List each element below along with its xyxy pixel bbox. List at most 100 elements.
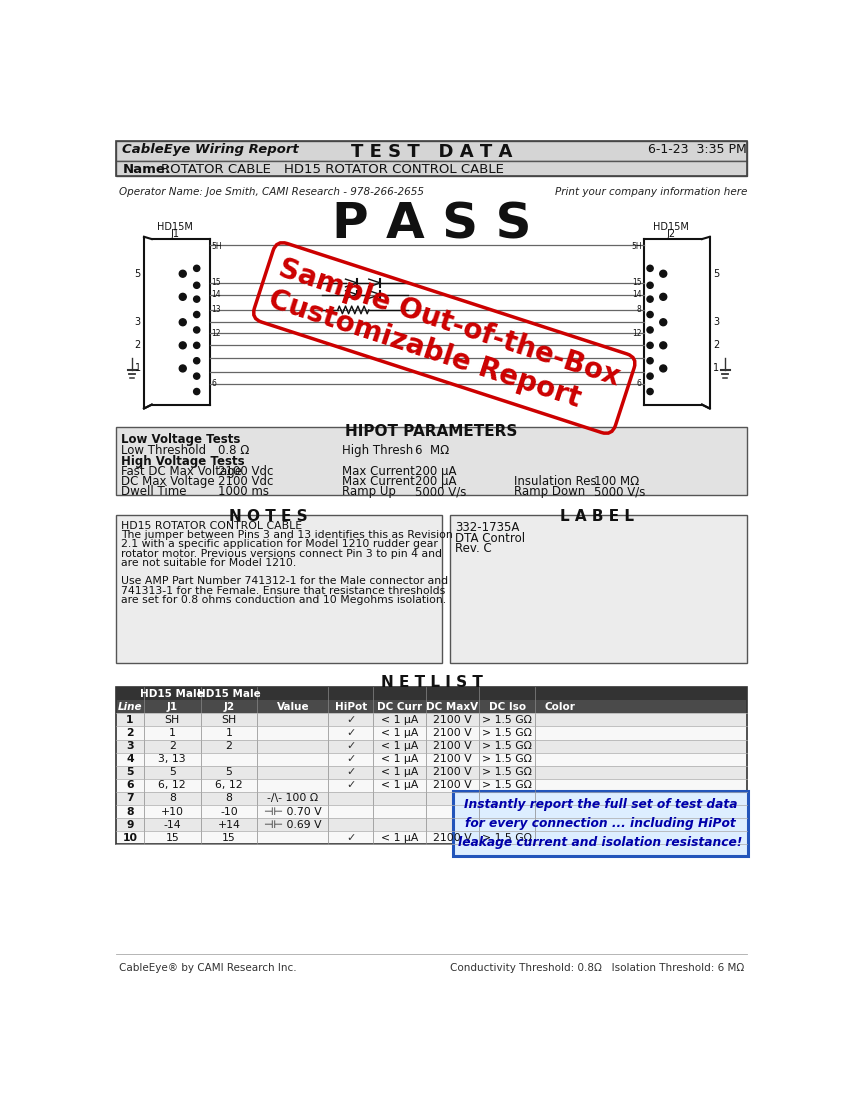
Circle shape: [194, 296, 200, 302]
FancyBboxPatch shape: [116, 140, 747, 161]
Text: > 1.5 GΩ: > 1.5 GΩ: [482, 780, 532, 790]
Text: 5: 5: [135, 269, 141, 279]
FancyBboxPatch shape: [116, 831, 747, 845]
Text: 2: 2: [713, 340, 719, 350]
Text: J1: J1: [167, 702, 178, 712]
Circle shape: [179, 293, 186, 300]
Text: ROTATOR CABLE: ROTATOR CABLE: [161, 163, 271, 176]
Text: 2100 V: 2100 V: [433, 780, 472, 790]
Text: ✓: ✓: [346, 728, 355, 738]
Text: < 1 μA: < 1 μA: [381, 715, 418, 725]
Text: Fast DC Max Voltage: Fast DC Max Voltage: [120, 465, 242, 478]
Text: 100 MΩ: 100 MΩ: [594, 476, 639, 488]
Text: 15: 15: [211, 279, 221, 288]
Circle shape: [194, 265, 200, 271]
Text: ⊣⊢ 0.70 V: ⊣⊢ 0.70 V: [264, 806, 322, 816]
Text: Operator Name: Joe Smith, CAMI Research - 978-266-2655: Operator Name: Joe Smith, CAMI Research …: [120, 187, 424, 197]
Text: 10: 10: [123, 833, 137, 842]
Text: Color: Color: [544, 702, 575, 712]
Text: 7: 7: [126, 793, 134, 803]
Text: > 1.5 GΩ: > 1.5 GΩ: [482, 728, 532, 738]
Circle shape: [660, 341, 667, 349]
FancyBboxPatch shape: [116, 740, 747, 753]
Text: DTA Control: DTA Control: [455, 532, 525, 545]
Circle shape: [660, 365, 667, 372]
Text: 14: 14: [632, 290, 642, 299]
Text: 12: 12: [211, 328, 221, 338]
Text: 6: 6: [637, 380, 642, 388]
Text: 2: 2: [135, 340, 141, 350]
Text: J1: J1: [170, 229, 179, 240]
Text: 5: 5: [713, 269, 719, 279]
Text: > 1.5 GΩ: > 1.5 GΩ: [482, 767, 532, 778]
Text: 2100 V: 2100 V: [433, 728, 472, 738]
Text: Conductivity Threshold: 0.8Ω   Isolation Threshold: 6 MΩ: Conductivity Threshold: 0.8Ω Isolation T…: [450, 963, 743, 973]
Circle shape: [179, 365, 186, 372]
Text: Max Current: Max Current: [342, 476, 414, 488]
Text: Low Threshold: Low Threshold: [120, 444, 206, 457]
Text: HD15M: HD15M: [653, 222, 689, 232]
Text: 200 μA: 200 μA: [415, 476, 456, 488]
Circle shape: [194, 358, 200, 364]
Text: CableEye Wiring Report: CableEye Wiring Report: [122, 143, 299, 155]
Text: 6  MΩ: 6 MΩ: [415, 444, 450, 457]
Text: SH: SH: [165, 715, 180, 725]
Text: HIPOT PARAMETERS: HIPOT PARAMETERS: [345, 423, 518, 439]
Text: 0.8 Ω: 0.8 Ω: [217, 444, 249, 457]
Circle shape: [660, 270, 667, 277]
Text: 2100 V: 2100 V: [433, 741, 472, 752]
Text: 5: 5: [226, 767, 232, 778]
Text: HD15 Male: HD15 Male: [141, 689, 204, 699]
Text: 6, 12: 6, 12: [215, 780, 242, 790]
Text: DC Iso: DC Iso: [488, 702, 525, 712]
Text: > 1.5 GΩ: > 1.5 GΩ: [482, 741, 532, 752]
Text: HD15 ROTATOR CONTROL CABLE: HD15 ROTATOR CONTROL CABLE: [120, 521, 302, 531]
Text: 6, 12: 6, 12: [158, 780, 186, 790]
FancyBboxPatch shape: [116, 779, 747, 792]
Text: < 1 μA: < 1 μA: [381, 833, 418, 842]
Text: 5H: 5H: [631, 242, 642, 251]
Text: L A B E L: L A B E L: [561, 509, 634, 524]
Text: +10: +10: [161, 806, 184, 816]
Text: 2100 V: 2100 V: [433, 754, 472, 765]
Text: DC Max Voltage: DC Max Voltage: [120, 476, 215, 488]
Text: 2100 Vdc: 2100 Vdc: [217, 465, 273, 478]
Text: < 1 μA: < 1 μA: [381, 767, 418, 778]
Text: 2100 V: 2100 V: [433, 715, 472, 725]
Text: 2100 Vdc: 2100 Vdc: [217, 476, 273, 488]
Text: 1: 1: [126, 715, 134, 725]
FancyBboxPatch shape: [116, 766, 747, 779]
Text: 4: 4: [126, 754, 134, 765]
Text: Ramp Down: Ramp Down: [514, 486, 586, 499]
Text: < 1 μA: < 1 μA: [381, 754, 418, 765]
Circle shape: [660, 293, 667, 300]
Text: Low Voltage Tests: Low Voltage Tests: [120, 433, 240, 446]
Text: ✓: ✓: [346, 715, 355, 725]
Text: N E T L I S T: N E T L I S T: [381, 675, 482, 690]
Text: 3: 3: [135, 317, 141, 327]
Text: Dwell Time: Dwell Time: [120, 486, 186, 499]
Text: > 1.5 GΩ: > 1.5 GΩ: [482, 715, 532, 725]
Circle shape: [647, 312, 653, 317]
Circle shape: [194, 282, 200, 289]
Text: 13: 13: [211, 305, 221, 314]
Text: rotator motor. Previous versions connect Pin 3 to pin 4 and: rotator motor. Previous versions connect…: [120, 548, 442, 559]
Circle shape: [647, 388, 653, 395]
Text: 8: 8: [226, 793, 232, 803]
Text: T E S T   D A T A: T E S T D A T A: [351, 143, 512, 161]
Text: High Voltage Tests: High Voltage Tests: [120, 455, 244, 467]
Text: 1: 1: [713, 363, 719, 373]
Text: > 1.5 GΩ: > 1.5 GΩ: [482, 833, 532, 842]
Text: 15: 15: [165, 833, 179, 842]
Text: 6: 6: [126, 780, 134, 790]
Text: Line: Line: [118, 702, 142, 712]
Text: Rev. C: Rev. C: [455, 543, 492, 556]
FancyBboxPatch shape: [116, 427, 747, 494]
Text: < 1 μA: < 1 μA: [381, 728, 418, 738]
Text: ⊣⊢ 0.69 V: ⊣⊢ 0.69 V: [264, 819, 322, 829]
Text: 2: 2: [226, 741, 232, 752]
Text: > 1.5 GΩ: > 1.5 GΩ: [482, 754, 532, 765]
Circle shape: [194, 342, 200, 348]
Text: -/\- 100 Ω: -/\- 100 Ω: [267, 793, 318, 803]
Circle shape: [647, 373, 653, 380]
